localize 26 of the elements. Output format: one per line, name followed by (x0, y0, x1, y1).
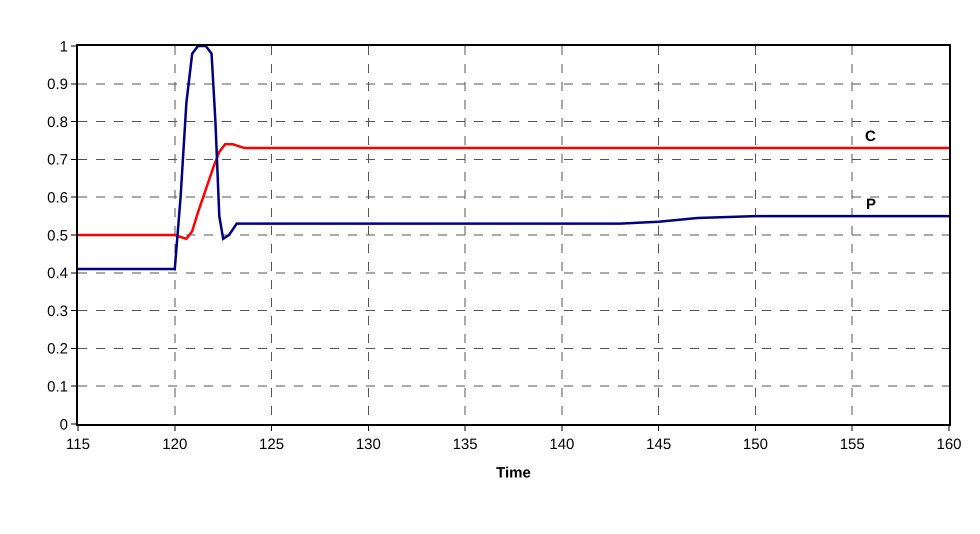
y-tick-label: 0.1 (47, 378, 68, 396)
x-tick-label: 125 (259, 436, 284, 453)
series-label: P (866, 196, 876, 213)
x-axis-title: Time (496, 464, 531, 482)
x-tick-label: 155 (840, 436, 865, 453)
y-tick-label: 0 (60, 416, 68, 434)
y-tick-label: 0.9 (47, 76, 68, 94)
x-tick-label: 115 (66, 436, 90, 453)
x-tick-label: 150 (742, 436, 768, 453)
line-series (78, 46, 949, 270)
series-label: C (865, 128, 876, 145)
y-tick-label: 0.8 (47, 114, 68, 131)
y-tick-label: 1 (60, 38, 68, 56)
y-tick-label: 0.3 (47, 302, 68, 320)
x-tick-label: 120 (162, 436, 188, 453)
x-tick-label: 145 (646, 436, 672, 453)
x-tick-label: 140 (549, 436, 574, 453)
x-tick-label: 160 (936, 436, 962, 453)
x-tick-label: 135 (452, 436, 478, 453)
line-series (78, 143, 949, 240)
y-tick-label: 0.2 (47, 340, 68, 358)
x-tick-label: 130 (356, 436, 381, 453)
y-tick-label: 0.6 (47, 189, 68, 206)
y-tick-label: 0.5 (47, 227, 68, 244)
y-tick-label: 0.7 (47, 152, 68, 169)
y-tick-label: 0.4 (47, 265, 68, 282)
